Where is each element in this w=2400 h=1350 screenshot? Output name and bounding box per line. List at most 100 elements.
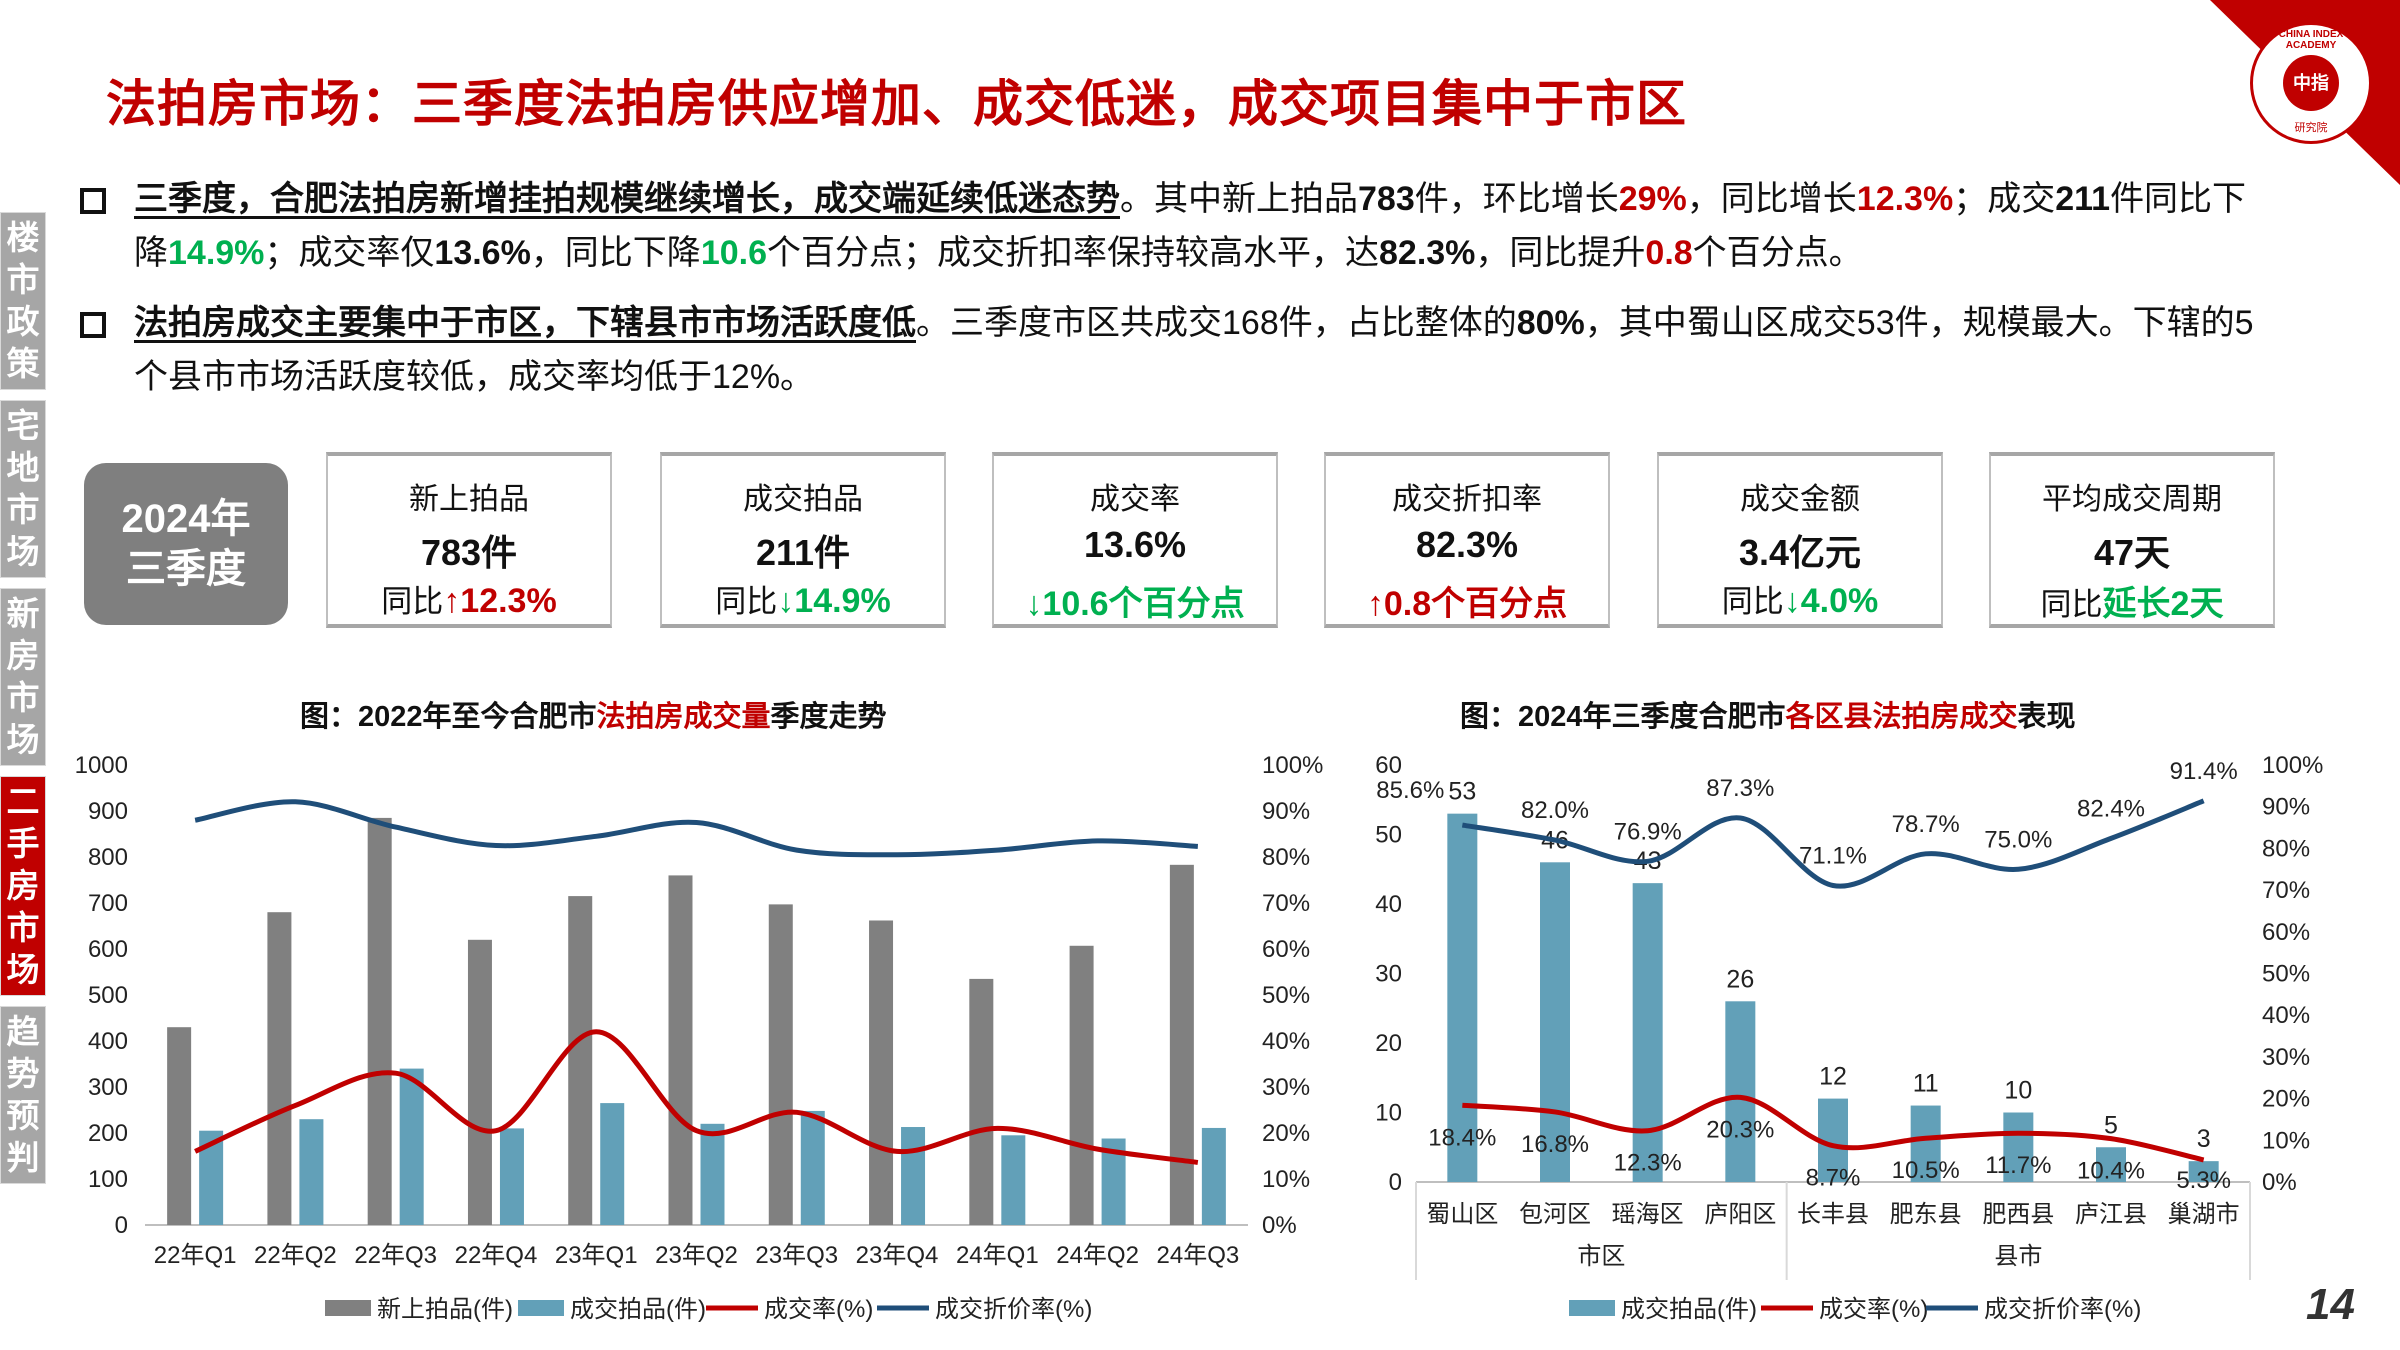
sidebar-item-policy[interactable]: 楼市政策: [0, 212, 46, 390]
y2-tick-label: 50%: [1262, 982, 1310, 1009]
bar-new-listings: [267, 912, 292, 1225]
line-data-label: 16.8%: [1521, 1131, 1589, 1158]
line-data-label: 82.0%: [1521, 797, 1589, 824]
bullet-segment: 个百分点；成交折扣率保持较高水平，达: [767, 234, 1379, 272]
line-data-label: 10.4%: [2077, 1158, 2145, 1185]
line-deal-rate: [1462, 1094, 2205, 1163]
bar-deals: [1001, 1135, 1026, 1225]
legend-swatch: [518, 1300, 564, 1316]
legend-label: 成交拍品(件): [1621, 1296, 1757, 1323]
kpi-value: 211件: [755, 532, 851, 573]
kpi-change-value: 14.9%: [794, 582, 891, 620]
arrow-down-icon: ↓: [777, 582, 795, 620]
y-tick-label: 60: [1375, 752, 1402, 779]
y2-tick-label: 70%: [1262, 890, 1310, 917]
line-discount-rate: [1461, 798, 2205, 889]
y2-tick-label: 30%: [1262, 1074, 1310, 1101]
bar-deals: [1725, 1001, 1756, 1182]
bullet-segment: ；成交率仅: [264, 234, 435, 272]
x-tick-label: 22年Q3: [354, 1242, 437, 1269]
left-chart-title: 图：2022年至今合肥市法拍房成交量季度走势: [300, 693, 887, 735]
arrow-up-icon: ↑: [443, 582, 461, 620]
y-tick-label: 900: [88, 798, 128, 825]
sidebar-item-forecast[interactable]: 趋势预判: [0, 1006, 46, 1184]
kpi-change: 同比延长2天: [1991, 576, 2273, 625]
kpi-change: 同比↑12.3%: [328, 576, 610, 621]
line-data-label: 8.7%: [1806, 1165, 1861, 1192]
kpi-label: 平均成交周期: [2042, 483, 2222, 516]
y-tick-label: 10: [1375, 1100, 1402, 1127]
x-tick-label: 庐江县: [2075, 1201, 2147, 1228]
title-post: 表现: [2017, 701, 2076, 733]
y2-tick-label: 60%: [2262, 919, 2310, 946]
x-tick-label: 肥东县: [1890, 1201, 1962, 1228]
kpi-change-value: 0.8个百分点: [1383, 585, 1568, 623]
title-highlight: 法拍房成交量: [596, 701, 771, 733]
y2-tick-label: 40%: [1262, 1028, 1310, 1055]
y-tick-label: 40: [1375, 891, 1402, 918]
right-chart-title: 图：2024年三季度合肥市各区县法拍房成交表现: [1460, 693, 2076, 735]
kpi-change: ↓10.6个百分点: [994, 576, 1276, 625]
line-deal-rate: [194, 1029, 1199, 1165]
bar-new-listings: [668, 875, 693, 1225]
kpi-card: 成交拍品 211件 同比↓14.9%: [660, 452, 946, 628]
kpi-change-prefix: 同比: [381, 584, 444, 619]
x-tick-label: 24年Q1: [956, 1242, 1039, 1269]
y2-tick-label: 60%: [1262, 936, 1310, 963]
sidebar-item-land[interactable]: 宅地市场: [0, 400, 46, 578]
highlight-value: 12.3%: [1856, 180, 1954, 218]
title-pre: 图：2024年三季度合肥市: [1460, 701, 1786, 733]
group-label: 市区: [1577, 1243, 1625, 1270]
legend-label: 新上拍品(件): [377, 1296, 513, 1323]
badge-quarter: 三季度: [126, 547, 246, 591]
y2-tick-label: 90%: [2262, 794, 2310, 821]
y-tick-label: 300: [88, 1074, 128, 1101]
kpi-value: 47天: [2093, 532, 2171, 573]
bar-data-label: 3: [2197, 1125, 2211, 1153]
y-tick-label: 0: [115, 1212, 128, 1239]
highlight-value: 211: [2055, 180, 2111, 218]
bullet-segment: 件同比下降: [134, 180, 2247, 272]
highlight-value: 783: [1358, 180, 1415, 218]
y2-tick-label: 0%: [1262, 1212, 1297, 1239]
legend-swatch: [325, 1300, 371, 1316]
line-data-label: 82.4%: [2077, 795, 2145, 822]
line-data-label: 5.3%: [2176, 1167, 2231, 1194]
x-tick-label: 22年Q4: [455, 1242, 538, 1269]
kpi-change-prefix: 同比: [1721, 584, 1784, 619]
bar-deals: [2096, 1147, 2126, 1182]
bar-new-listings: [768, 904, 793, 1225]
y-tick-label: 1000: [75, 752, 128, 779]
bar-new-listings: [869, 920, 894, 1225]
y2-tick-label: 10%: [2262, 1127, 2310, 1154]
y-tick-label: 800: [88, 844, 128, 871]
academy-logo: CHINA INDEX ACADEMY 中指 研究院: [2250, 22, 2372, 144]
bullet-segment: ；成交: [1953, 180, 2056, 218]
y2-tick-label: 70%: [2262, 877, 2310, 904]
y2-tick-label: 40%: [2262, 1002, 2310, 1029]
line-data-label: 85.6%: [1376, 777, 1444, 804]
bullet-text: 法拍房成交主要集中于市区，下辖县市市场活跃度低。三季度市区共成交168件，占比整…: [134, 304, 2254, 396]
bar-new-listings: [367, 817, 392, 1225]
bullet-segment: ，同比增长: [1686, 180, 1857, 218]
group-label: 县市: [1994, 1243, 2042, 1270]
bullet-lead: 法拍房成交主要集中于市区，下辖县市市场活跃度低: [134, 304, 916, 342]
x-tick-label: 蜀山区: [1426, 1201, 1498, 1228]
line-data-label: 76.9%: [1614, 818, 1682, 845]
y-tick-label: 100: [88, 1166, 128, 1193]
logo-ring-text: CHINA INDEX ACADEMY: [2278, 29, 2344, 51]
x-tick-label: 22年Q1: [154, 1242, 237, 1269]
x-tick-label: 巢湖市: [2168, 1201, 2240, 1228]
y-tick-label: 50: [1375, 822, 1402, 849]
y-tick-label: 400: [88, 1028, 128, 1055]
kpi-value: 783件: [420, 532, 518, 573]
sidebar-item-resale[interactable]: 二手房市场: [0, 776, 46, 996]
arrow-up-icon: ↑: [1366, 585, 1384, 623]
sidebar-item-new-homes[interactable]: 新房市场: [0, 588, 46, 766]
arrow-down-icon: ↓: [1783, 582, 1801, 620]
highlight-value: 13.6%: [434, 234, 531, 272]
bullet-segment: ，同比下降: [530, 234, 701, 272]
highlight-value: 29%: [1618, 180, 1687, 218]
bar-deals: [600, 1103, 625, 1225]
kpi-change: 同比↓14.9%: [662, 576, 944, 621]
